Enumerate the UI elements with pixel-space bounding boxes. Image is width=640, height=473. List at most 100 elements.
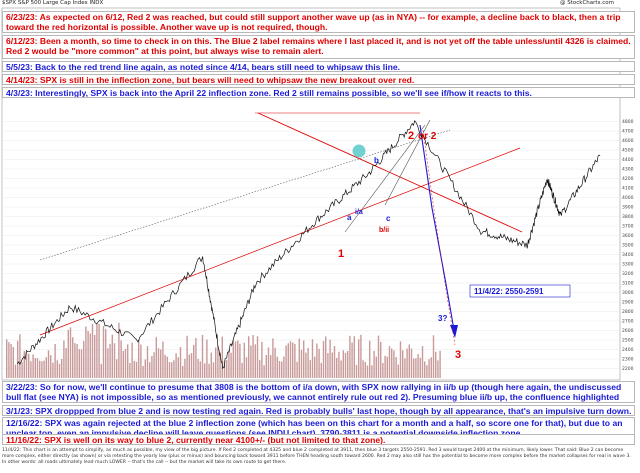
volume-bar <box>195 338 197 378</box>
y-tick-label: 4700 <box>622 129 634 135</box>
volume-bar <box>50 355 52 378</box>
volume-bar <box>107 348 109 378</box>
chart-header-left: $SPX S&P 500 Large Cap Index INDX <box>2 0 103 6</box>
volume-bar <box>173 360 175 378</box>
volume-bar <box>8 342 10 378</box>
volume-bar <box>410 348 413 378</box>
volume-bar <box>188 354 190 378</box>
volume-bar <box>171 362 173 378</box>
y-tick-label: 3100 <box>622 281 634 287</box>
blue-circle-confluence <box>352 144 366 158</box>
y-tick-label: 4100 <box>622 186 634 192</box>
symbol-label: $SPX <box>2 0 17 6</box>
volume-bar <box>340 360 342 378</box>
volume-bar <box>98 323 100 378</box>
volume-bar <box>276 356 278 378</box>
volume-bar <box>333 346 336 378</box>
volume-bar <box>111 334 113 378</box>
volume-bar <box>311 339 314 378</box>
volume-bar <box>160 349 162 378</box>
wave-label-red-3: 3 <box>455 349 461 361</box>
volume-bars <box>6 322 441 378</box>
volume-bar <box>314 356 316 378</box>
target-label: 11/4/22: 2550-2591 <box>474 287 544 296</box>
volume-bar <box>52 362 54 378</box>
volume-bar <box>239 343 241 378</box>
volume-bar <box>364 362 366 378</box>
volume-bar <box>41 361 43 378</box>
volume-bar <box>292 342 294 378</box>
volume-bar <box>89 333 91 378</box>
volume-bar <box>404 358 406 378</box>
blue-projection-path <box>419 124 455 331</box>
volume-bar <box>241 362 243 378</box>
volume-bar <box>149 362 151 378</box>
volume-bar <box>17 340 19 378</box>
volume-bar <box>138 339 140 378</box>
volume-bar <box>373 350 375 378</box>
y-tick-label: 3700 <box>622 224 634 230</box>
volume-bar <box>197 359 199 378</box>
volume-bar <box>256 336 259 378</box>
volume-bar <box>309 360 311 378</box>
blue-arrow-head <box>450 325 458 338</box>
volume-bar <box>10 344 12 378</box>
volume-bar <box>34 357 36 378</box>
volume-bar <box>102 326 105 378</box>
volume-bar <box>283 356 285 378</box>
volume-bar <box>245 357 248 378</box>
chart-header-right: @ StockCharts.com <box>560 0 614 6</box>
volume-bar <box>261 341 263 378</box>
volume-bar <box>318 348 320 378</box>
volume-bar <box>428 359 430 378</box>
y-tick-label: 3800 <box>622 214 634 220</box>
y-tick-label: 3600 <box>622 233 634 239</box>
volume-bar <box>155 337 157 378</box>
exchange-label: INDX <box>89 0 104 6</box>
volume-bar <box>36 358 39 378</box>
y-tick-label: 4500 <box>622 148 634 154</box>
price-series <box>16 120 601 370</box>
volume-bar <box>63 340 65 378</box>
volume-bar <box>437 360 439 378</box>
volume-bar <box>204 363 206 378</box>
volume-bar <box>14 364 17 378</box>
volume-bar <box>129 362 131 378</box>
y-tick-label: 3300 <box>622 262 634 268</box>
volume-bar <box>85 326 87 378</box>
volume-bar <box>399 341 402 378</box>
volume-bar <box>371 365 373 378</box>
trend-lines <box>39 112 523 346</box>
volume-bar <box>316 343 318 378</box>
volume-bar <box>252 335 254 378</box>
wave-label-iii: i/a <box>355 209 363 216</box>
y-tick-label: 2200 <box>622 366 634 372</box>
volume-bar <box>164 354 166 378</box>
volume-bar <box>232 340 234 378</box>
volume-bar <box>100 363 102 378</box>
volume-bar <box>320 362 322 378</box>
volume-bar <box>186 335 188 378</box>
volume-bar <box>402 350 404 378</box>
wave-label-blue-c: c <box>386 214 391 223</box>
volume-bar <box>135 361 138 378</box>
volume-bar <box>285 345 287 378</box>
volume-bar <box>217 345 219 378</box>
volume-bar <box>94 334 96 378</box>
volume-bar <box>349 335 351 378</box>
volume-bar <box>219 352 221 378</box>
volume-bar <box>336 357 338 378</box>
volume-bar <box>417 354 419 378</box>
volume-bar <box>430 357 432 378</box>
chart-footer-text: 11/4/22: This chart is an attempt to sim… <box>2 448 631 466</box>
y-tick-label: 2600 <box>622 328 634 334</box>
wave-label-bii: b/ii <box>379 227 389 234</box>
volume-bar <box>131 342 133 378</box>
volume-bar <box>184 358 186 378</box>
volume-bar <box>116 359 118 378</box>
volume-bar <box>419 357 421 378</box>
volume-bar <box>162 341 164 378</box>
volume-bar <box>61 358 63 378</box>
volume-bar <box>358 339 360 378</box>
volume-bar <box>168 362 171 378</box>
